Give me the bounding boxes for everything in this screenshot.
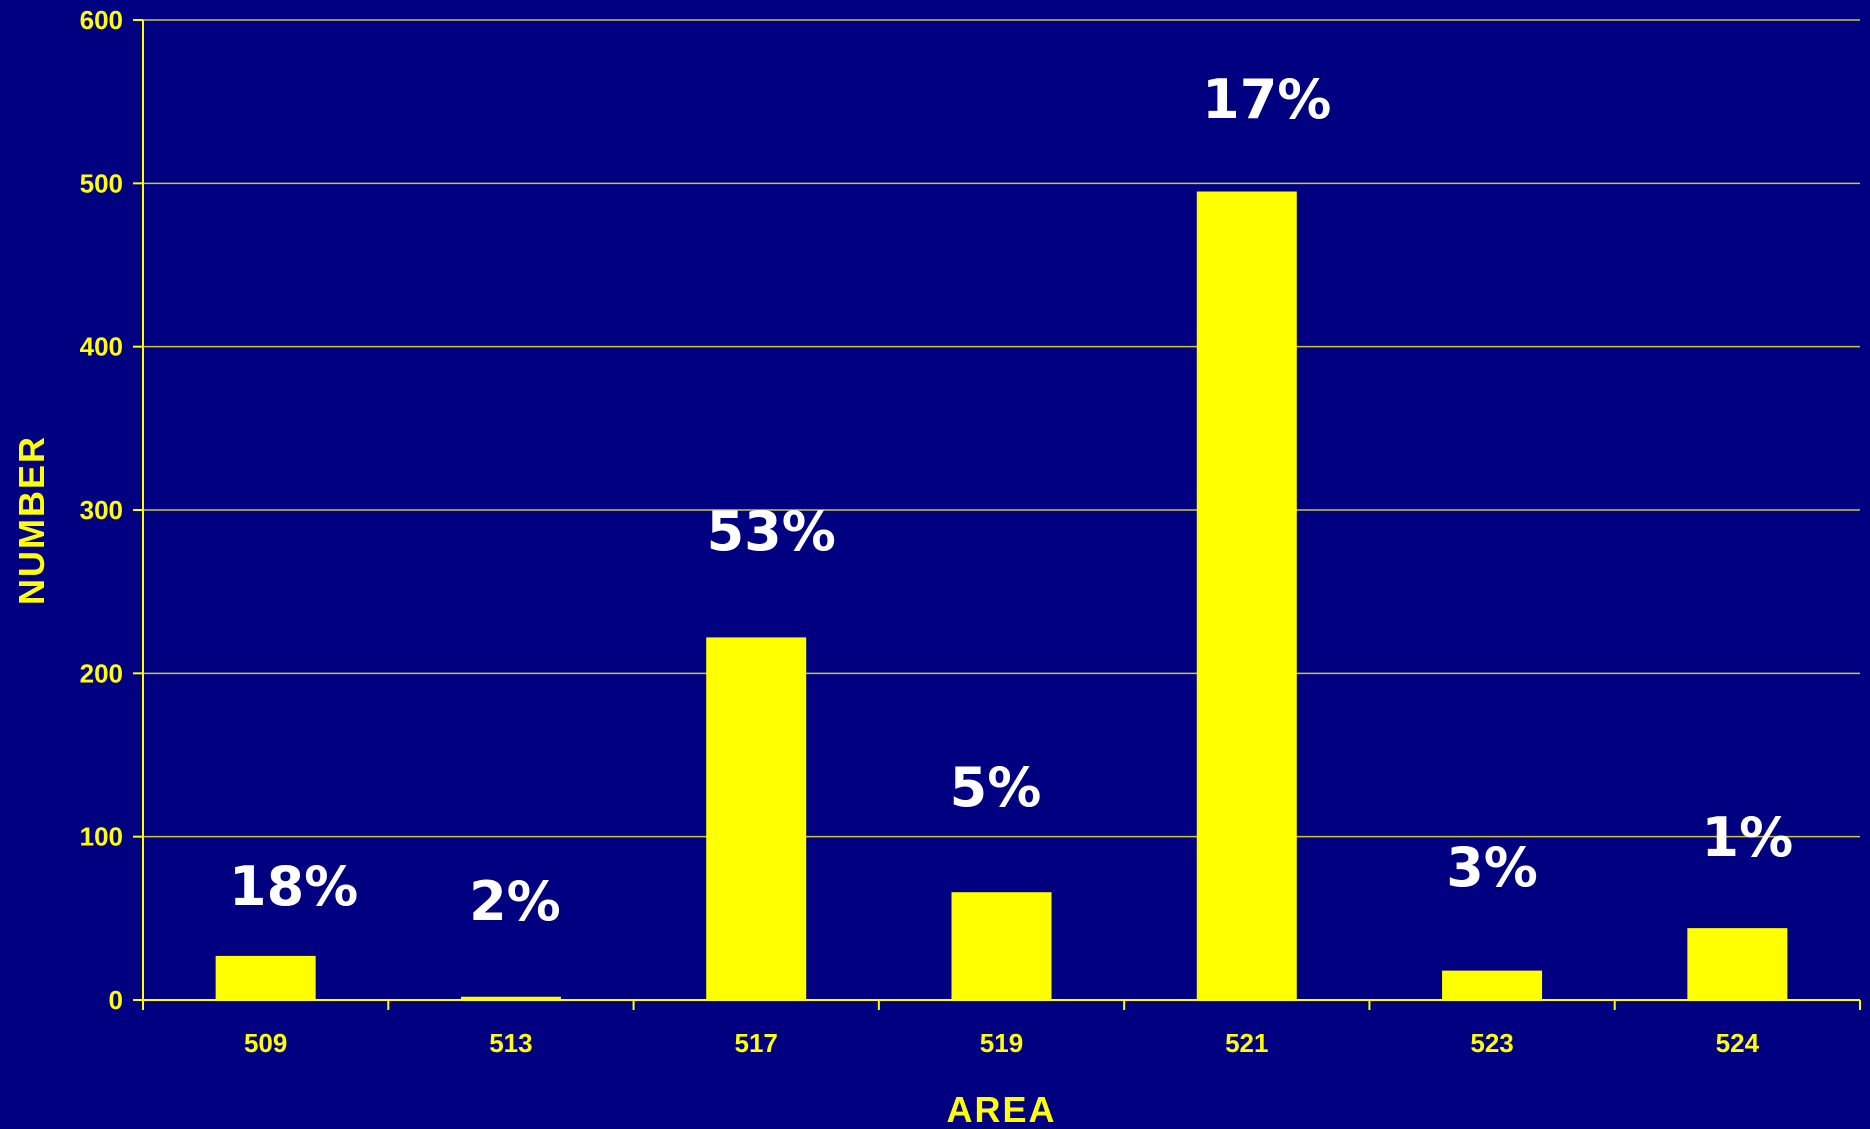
bar-523	[1442, 970, 1543, 1000]
bar-517	[706, 637, 807, 1000]
bar-513	[460, 996, 561, 1000]
data-labels: 18% 2% 53% 5% 17% 3% 1%	[229, 68, 1793, 933]
bar-509	[215, 955, 316, 1000]
x-tick-label: 524	[1716, 1028, 1760, 1058]
data-label: 53%	[707, 500, 836, 563]
bar-524	[1687, 928, 1788, 1000]
x-tick-label: 509	[244, 1028, 287, 1058]
data-label: 18%	[229, 855, 358, 918]
x-tick-label: 523	[1470, 1028, 1513, 1058]
data-label: 17%	[1202, 68, 1331, 131]
x-tick-label: 521	[1225, 1028, 1268, 1058]
x-axis-title: AREA	[946, 1089, 1056, 1129]
data-label: 3%	[1446, 836, 1538, 899]
gridlines	[143, 19, 1860, 838]
y-tick-label: 0	[109, 985, 123, 1015]
y-tick-label: 500	[80, 168, 123, 198]
x-tick-label: 513	[489, 1028, 532, 1058]
y-tick-label: 600	[80, 5, 123, 35]
y-tick-label: 200	[80, 658, 123, 688]
y-tick-label: 400	[80, 332, 123, 362]
y-tick-label: 100	[80, 822, 123, 852]
bars	[215, 191, 1788, 1000]
bar-521	[1196, 191, 1297, 1000]
axes: 0 100 200 300 400 500 600 509 513 517 519 521 523 524	[80, 5, 1861, 1058]
y-tick-label: 300	[80, 495, 123, 525]
data-label: 1%	[1702, 806, 1794, 869]
data-label: 2%	[469, 870, 561, 933]
x-tick-label: 517	[735, 1028, 778, 1058]
y-axis-title: NUMBER	[11, 435, 52, 605]
data-label: 5%	[950, 756, 1042, 819]
bar-519	[951, 892, 1052, 1000]
x-tick-label: 519	[980, 1028, 1023, 1058]
